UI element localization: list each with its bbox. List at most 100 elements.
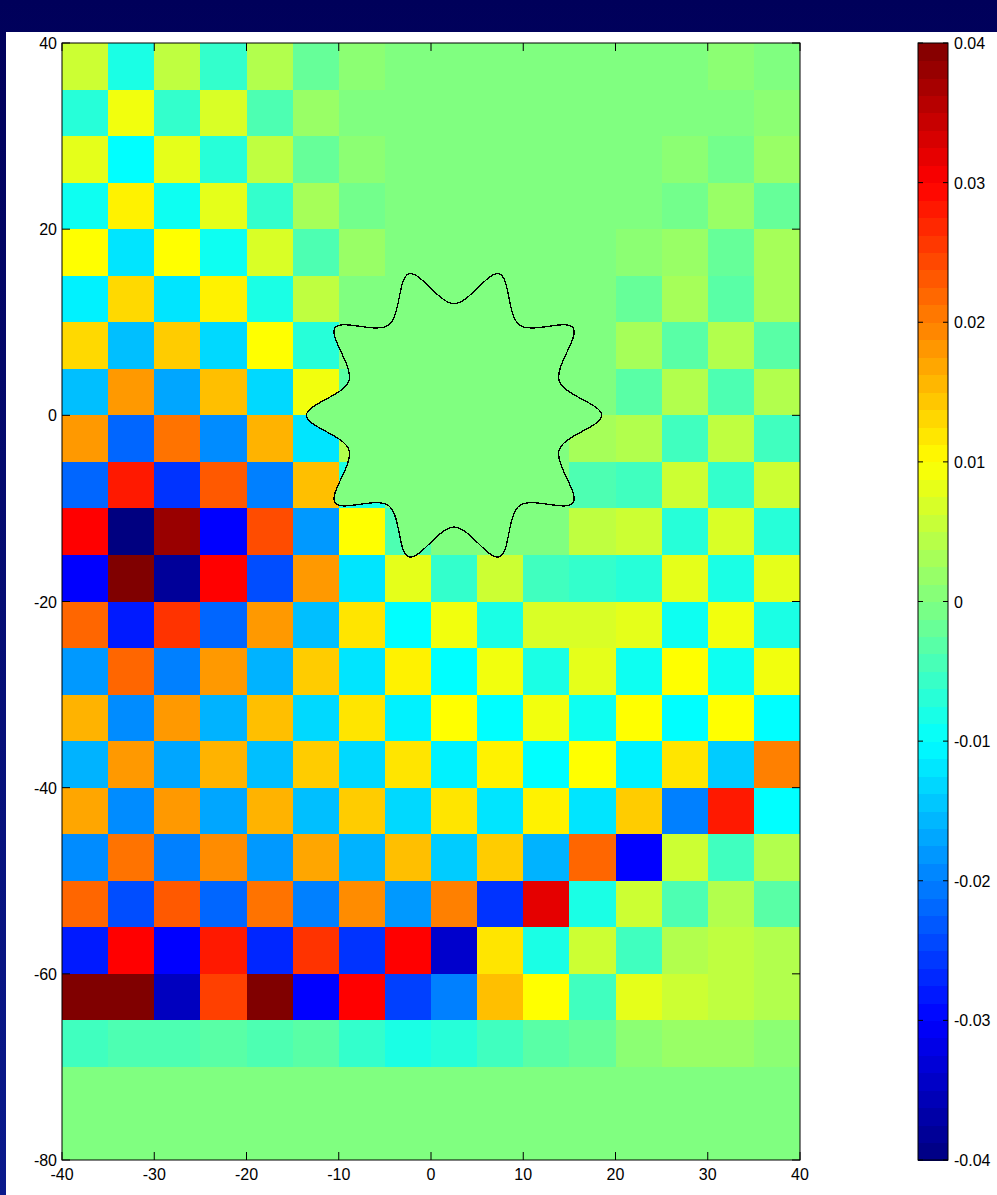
cell xyxy=(616,974,663,1021)
colorbar-tick xyxy=(943,182,948,183)
cell xyxy=(247,741,294,788)
cell xyxy=(154,695,201,742)
colorbar-band xyxy=(918,270,948,288)
colorbar-band xyxy=(918,375,948,393)
cell xyxy=(154,741,201,788)
cell xyxy=(247,1020,294,1067)
cell xyxy=(523,90,570,137)
cell xyxy=(662,1113,709,1160)
cell xyxy=(385,974,432,1021)
cell xyxy=(754,229,800,276)
y-tick-right xyxy=(792,973,800,974)
cell xyxy=(708,508,755,555)
colorbar-band xyxy=(918,200,948,218)
cell xyxy=(754,183,800,230)
colorbar-band xyxy=(918,968,948,986)
cell xyxy=(477,1113,524,1160)
cell xyxy=(293,974,340,1021)
cell xyxy=(247,90,294,137)
cell xyxy=(154,369,201,416)
colorbar-band xyxy=(918,602,948,620)
cell xyxy=(616,415,663,462)
colorbar-tick xyxy=(943,601,948,602)
x-tick-label: 10 xyxy=(514,1166,532,1183)
cell xyxy=(523,1020,570,1067)
cell xyxy=(754,322,800,369)
cell xyxy=(754,43,800,90)
cell xyxy=(477,881,524,928)
cell xyxy=(477,695,524,742)
cell xyxy=(754,788,800,835)
cell xyxy=(339,508,386,555)
cell xyxy=(62,555,109,602)
colorbar-tick-label: 0.03 xyxy=(954,175,985,192)
x-tick-label: 40 xyxy=(791,1166,809,1183)
cell xyxy=(569,927,616,974)
colorbar-band xyxy=(918,305,948,323)
cell xyxy=(569,695,616,742)
cell xyxy=(662,369,709,416)
cell xyxy=(339,741,386,788)
cell xyxy=(293,788,340,835)
y-tick-right xyxy=(792,43,800,44)
x-tick xyxy=(615,1152,616,1160)
cell xyxy=(247,881,294,928)
cell xyxy=(708,136,755,183)
cell xyxy=(662,508,709,555)
colorbar-band xyxy=(918,60,948,78)
x-tick-top xyxy=(62,43,63,51)
cell xyxy=(385,183,432,230)
colorbar-tick-label: 0.04 xyxy=(954,35,985,52)
cell xyxy=(339,136,386,183)
cell xyxy=(477,90,524,137)
y-tick-label: 20 xyxy=(39,221,57,238)
cell xyxy=(62,648,109,695)
colorbar-tick xyxy=(918,182,923,183)
colorbar-band xyxy=(918,130,948,148)
cell xyxy=(339,788,386,835)
cell xyxy=(200,788,247,835)
cell xyxy=(616,741,663,788)
cell xyxy=(62,369,109,416)
colorbar-tick-label: 0 xyxy=(954,594,963,611)
cell xyxy=(754,415,800,462)
colorbar-band xyxy=(918,898,948,916)
cell xyxy=(569,881,616,928)
colorbar-tick xyxy=(943,741,948,742)
cell xyxy=(385,602,432,649)
cell xyxy=(154,834,201,881)
y-tick-label: -20 xyxy=(34,594,57,611)
cell xyxy=(616,276,663,323)
cell xyxy=(523,974,570,1021)
colorbar-tick-label: -0.01 xyxy=(954,733,991,750)
cell xyxy=(616,1020,663,1067)
colorbar-band xyxy=(918,532,948,550)
x-tick xyxy=(154,1152,155,1160)
cell xyxy=(339,648,386,695)
cell xyxy=(385,555,432,602)
cell xyxy=(616,43,663,90)
colorbar-band xyxy=(918,916,948,934)
cell xyxy=(477,974,524,1021)
cell xyxy=(569,741,616,788)
colorbar-band xyxy=(918,427,948,445)
cell xyxy=(62,927,109,974)
cell xyxy=(431,881,478,928)
colorbar-tick xyxy=(943,461,948,462)
cell xyxy=(662,415,709,462)
field xyxy=(62,43,800,1160)
cell xyxy=(200,229,247,276)
cell xyxy=(339,1020,386,1067)
cell xyxy=(200,555,247,602)
cell xyxy=(477,1067,524,1114)
cell xyxy=(200,1020,247,1067)
colorbar-band xyxy=(918,671,948,689)
cell xyxy=(108,90,155,137)
cell xyxy=(339,974,386,1021)
cell xyxy=(431,927,478,974)
colorbar-tick xyxy=(918,741,923,742)
colorbar-tick xyxy=(918,1020,923,1021)
cell xyxy=(108,1113,155,1160)
cell xyxy=(62,834,109,881)
cell xyxy=(339,881,386,928)
